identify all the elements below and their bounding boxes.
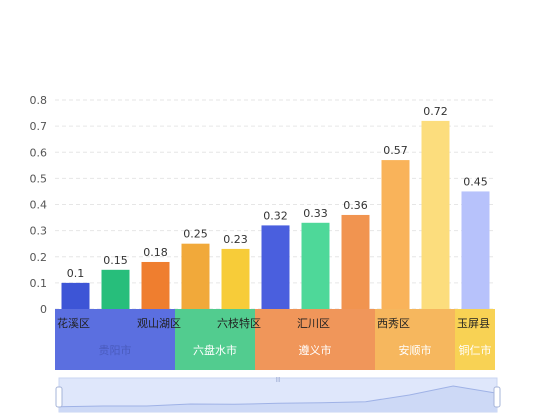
group-label: 六盘水市	[193, 343, 237, 357]
group-band	[55, 309, 175, 370]
category-label: 六枝特区	[217, 316, 261, 330]
y-tick-label: 0.1	[30, 277, 48, 290]
bar-value-label: 0.57	[383, 144, 408, 157]
data-labels: 0.1 0.15 0.18 0.25 0.23 0.32 0.33 0.36 0.57 0.72 0…	[67, 105, 488, 280]
y-tick-label: 0.2	[30, 251, 48, 264]
bar[interactable]	[261, 225, 290, 309]
bar[interactable]	[61, 282, 90, 309]
slider-trend-line	[58, 385, 498, 408]
bar[interactable]	[221, 248, 250, 309]
bar-value-label: 0.36	[343, 199, 368, 212]
bar-value-label: 0.45	[463, 175, 488, 188]
bar-value-label: 0.15	[103, 254, 128, 267]
bar-value-label: 0.18	[143, 246, 168, 259]
bar-series	[61, 120, 490, 310]
group-label: 贵阳市	[99, 343, 132, 357]
x-axis-category-labels: 花溪区 观山湖区 六枝特区 汇川区 西秀区 玉屏县	[57, 316, 490, 330]
category-groups: 贵阳市 六盘水市 遵义市 安顺市 铜仁市	[55, 309, 495, 370]
category-label: 观山湖区	[137, 317, 181, 330]
group-label: 遵义市	[299, 343, 332, 357]
group-band	[255, 309, 375, 370]
slider-left-handle[interactable]	[55, 386, 63, 408]
category-label: 花溪区	[57, 317, 90, 330]
y-tick-label: 0.4	[30, 199, 48, 212]
bar[interactable]	[381, 160, 410, 309]
slider-right-handle[interactable]	[493, 386, 501, 408]
group-band	[175, 309, 255, 370]
bar-value-label: 0.32	[263, 209, 288, 222]
bar[interactable]	[101, 269, 130, 309]
category-label: 汇川区	[297, 317, 330, 330]
bar-value-label: 0.1	[67, 267, 85, 280]
slider-move-handle[interactable]: Ⅲ	[276, 376, 281, 384]
bar[interactable]	[461, 191, 490, 309]
group-label: 安顺市	[399, 343, 432, 357]
y-tick-label: 0	[40, 303, 47, 316]
bar[interactable]	[341, 214, 370, 309]
bar-value-label: 0.23	[223, 233, 248, 246]
bar[interactable]	[181, 243, 210, 309]
category-label: 西秀区	[377, 317, 410, 330]
bar[interactable]	[421, 120, 450, 310]
group-band	[375, 309, 455, 370]
y-tick-label: 0.8	[30, 94, 48, 107]
bar[interactable]	[301, 222, 330, 309]
y-tick-label: 0.7	[30, 120, 48, 133]
group-band	[455, 309, 495, 370]
y-tick-label: 0.3	[30, 225, 48, 238]
data-zoom-slider[interactable]: Ⅲ	[55, 376, 501, 413]
bar[interactable]	[141, 261, 170, 309]
bar-value-label: 0.25	[183, 228, 208, 241]
bar-value-label: 0.33	[303, 207, 328, 220]
bar-value-label: 0.72	[423, 105, 448, 118]
group-label: 铜仁市	[459, 343, 492, 357]
y-tick-label: 0.5	[30, 172, 48, 185]
y-tick-label: 0.6	[30, 146, 48, 159]
category-label: 玉屏县	[457, 317, 490, 330]
y-axis-ticks: 0 0.1 0.2 0.3 0.4 0.5 0.6 0.7 0.8	[30, 94, 48, 316]
